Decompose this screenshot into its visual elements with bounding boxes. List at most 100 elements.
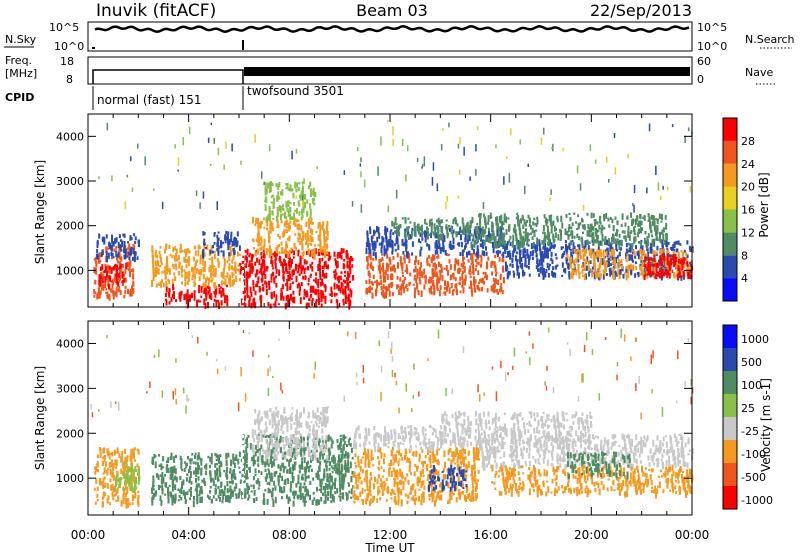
velocity-cell xyxy=(106,498,109,504)
power-cell xyxy=(441,226,443,233)
power-cell xyxy=(226,299,229,307)
power-cell xyxy=(520,238,523,244)
power-cell xyxy=(452,289,455,292)
power-cell xyxy=(517,214,519,218)
power-cell xyxy=(360,204,363,213)
power-cell xyxy=(446,281,449,288)
power-cell xyxy=(477,227,480,233)
velocity-cell xyxy=(328,467,331,471)
velocity-cell xyxy=(101,480,104,487)
velocity-cell xyxy=(207,455,210,459)
power-cell xyxy=(251,254,254,258)
velocity-cell xyxy=(197,483,200,488)
power-cell xyxy=(286,207,289,212)
power-cell xyxy=(283,259,286,267)
power-cell xyxy=(390,229,393,232)
power-cell xyxy=(506,268,509,271)
velocity-cell xyxy=(350,496,353,499)
velocity-cell xyxy=(246,442,249,449)
power-cell xyxy=(335,260,337,266)
power-cell xyxy=(428,263,431,267)
power-cell xyxy=(209,264,212,270)
power-cell xyxy=(298,211,301,216)
velocity-cell xyxy=(171,480,174,486)
velocity-cell xyxy=(193,496,195,501)
power-cell xyxy=(426,232,429,240)
power-cell xyxy=(527,239,530,242)
power-cell xyxy=(319,224,322,230)
power-cell xyxy=(274,275,277,279)
velocity-cell xyxy=(195,467,197,474)
power-cell xyxy=(214,273,217,278)
power-cell xyxy=(421,231,424,239)
velocity-cell xyxy=(348,484,350,487)
power-cell xyxy=(280,292,283,297)
power-colorbar-tick-label: 12 xyxy=(741,226,755,239)
power-cell xyxy=(215,289,218,293)
power-cell xyxy=(604,249,607,253)
power-cell xyxy=(507,271,510,278)
power-cell xyxy=(318,265,321,272)
power-cell xyxy=(366,233,369,240)
power-band xyxy=(151,243,241,289)
velocity-cell xyxy=(285,436,288,443)
power-cell xyxy=(473,288,476,293)
power-cell xyxy=(419,249,422,257)
power-cell xyxy=(436,255,439,259)
power-cell xyxy=(344,286,347,293)
power-cell xyxy=(637,231,640,238)
power-cell xyxy=(420,290,423,297)
power-cell xyxy=(338,252,341,259)
velocity-cell xyxy=(314,436,317,441)
velocity-cell xyxy=(284,454,287,460)
velocity-cell xyxy=(319,417,322,421)
power-cell xyxy=(464,243,467,248)
power-cell xyxy=(543,253,546,259)
power-cell xyxy=(132,275,135,280)
power-cell xyxy=(636,251,639,256)
power-cell xyxy=(225,141,227,149)
power-cell xyxy=(107,265,110,269)
power-cell xyxy=(482,233,485,238)
velocity-cell xyxy=(218,473,221,477)
power-cell xyxy=(205,246,207,249)
power-cell xyxy=(449,240,452,246)
power-cell xyxy=(116,278,118,284)
power-cell xyxy=(246,295,249,298)
power-cell xyxy=(381,253,384,256)
power-cell xyxy=(535,254,538,258)
power-cell xyxy=(571,222,574,226)
velocity-cell xyxy=(350,488,353,495)
power-cell xyxy=(614,216,617,220)
power-cell xyxy=(343,274,346,277)
power-cell xyxy=(659,231,661,239)
power-cell xyxy=(555,227,558,232)
power-cell xyxy=(185,264,188,269)
power-cell xyxy=(318,258,321,264)
power-cell xyxy=(527,163,529,167)
power-cell xyxy=(301,188,304,195)
power-cell xyxy=(99,275,102,280)
power-cell xyxy=(108,265,111,270)
power-cell xyxy=(96,253,99,260)
power-cell xyxy=(666,273,669,278)
velocity-cell xyxy=(252,476,255,481)
power-cell xyxy=(392,232,395,235)
power-cell xyxy=(579,183,582,191)
power-cell xyxy=(155,283,158,288)
power-cell xyxy=(640,256,643,260)
power-cell xyxy=(413,292,416,299)
power-cell xyxy=(508,270,511,276)
power-cell xyxy=(413,221,416,228)
power-cell xyxy=(343,170,346,175)
power-cell xyxy=(347,272,350,280)
velocity-cell xyxy=(260,456,263,463)
power-cell xyxy=(646,273,649,276)
velocity-cell xyxy=(103,467,106,474)
velocity-cell xyxy=(342,447,345,451)
power-cell xyxy=(641,261,644,265)
power-cell xyxy=(621,213,624,220)
power-cell xyxy=(95,261,98,268)
power-cell xyxy=(287,222,290,230)
